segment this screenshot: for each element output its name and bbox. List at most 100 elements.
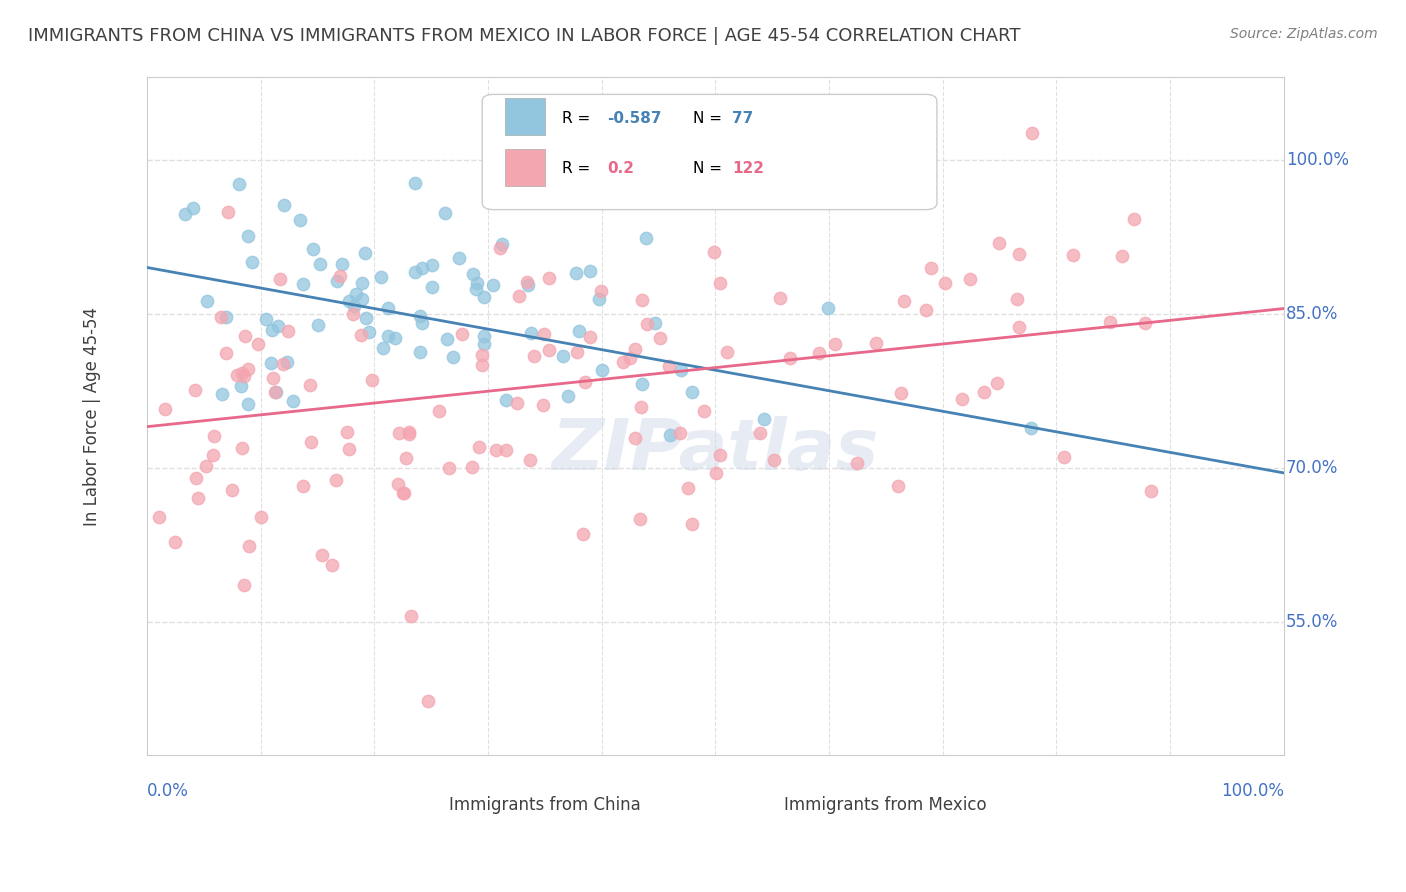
Point: [488, 242, 510, 256]
Point: [433, 206, 456, 220]
Point: [471, 358, 494, 372]
Point: [461, 267, 484, 281]
Point: [749, 426, 772, 441]
Point: [681, 516, 703, 531]
Point: [260, 322, 283, 336]
Point: [451, 327, 474, 342]
Text: 0.0%: 0.0%: [146, 782, 188, 800]
Point: [934, 276, 956, 290]
Point: [392, 486, 415, 500]
FancyBboxPatch shape: [505, 149, 544, 186]
Point: [187, 491, 209, 505]
Point: [709, 276, 731, 290]
Point: [195, 294, 218, 309]
Point: [238, 229, 260, 244]
Point: [163, 534, 186, 549]
Text: Immigrants from Mexico: Immigrants from Mexico: [785, 796, 987, 814]
Point: [262, 371, 284, 385]
Point: [337, 293, 360, 308]
Point: [1053, 450, 1076, 465]
Point: [520, 326, 543, 340]
Point: [344, 286, 367, 301]
Text: Immigrants from China: Immigrants from China: [449, 796, 641, 814]
Point: [636, 317, 658, 331]
Point: [1008, 320, 1031, 334]
Point: [508, 289, 530, 303]
Point: [568, 324, 591, 338]
Point: [631, 293, 654, 308]
Point: [233, 329, 256, 343]
Point: [658, 359, 681, 373]
Text: 0.2: 0.2: [607, 161, 634, 177]
Text: 85.0%: 85.0%: [1286, 305, 1339, 323]
Point: [384, 330, 406, 344]
Point: [418, 694, 440, 708]
Point: [628, 511, 651, 525]
Point: [950, 392, 973, 406]
Point: [398, 427, 420, 442]
Point: [291, 277, 314, 291]
Point: [449, 252, 471, 266]
Point: [579, 330, 602, 344]
Point: [269, 272, 291, 286]
Point: [1139, 484, 1161, 499]
Point: [277, 324, 299, 338]
Point: [291, 479, 314, 493]
Point: [238, 397, 260, 411]
Point: [311, 549, 333, 563]
Point: [589, 285, 612, 299]
Point: [519, 453, 541, 467]
Point: [1021, 126, 1043, 140]
Point: [703, 245, 725, 260]
Point: [681, 385, 703, 400]
Point: [591, 363, 613, 377]
Point: [704, 466, 727, 480]
Point: [343, 299, 366, 313]
Point: [887, 478, 910, 492]
Point: [1099, 315, 1122, 329]
Point: [321, 558, 343, 573]
Point: [370, 270, 392, 285]
Point: [1122, 211, 1144, 226]
Text: IMMIGRANTS FROM CHINA VS IMMIGRANTS FROM MEXICO IN LABOR FORCE | AGE 45-54 CORRE: IMMIGRANTS FROM CHINA VS IMMIGRANTS FROM…: [28, 27, 1021, 45]
Point: [404, 176, 426, 190]
Point: [349, 328, 371, 343]
Point: [246, 336, 269, 351]
Point: [373, 341, 395, 355]
Point: [173, 207, 195, 221]
Point: [404, 265, 426, 279]
Point: [409, 309, 432, 323]
Point: [658, 428, 681, 442]
Point: [271, 357, 294, 371]
Point: [183, 201, 205, 215]
Text: 100.0%: 100.0%: [1286, 151, 1348, 169]
Point: [495, 392, 517, 407]
Point: [388, 426, 411, 441]
Point: [337, 442, 360, 456]
Point: [411, 316, 433, 330]
Point: [538, 343, 561, 357]
Point: [398, 425, 420, 439]
Point: [817, 301, 839, 316]
Point: [361, 373, 384, 387]
Point: [254, 311, 277, 326]
Point: [572, 527, 595, 541]
Point: [231, 366, 253, 380]
Point: [422, 280, 444, 294]
Point: [845, 456, 868, 470]
Point: [491, 236, 513, 251]
Text: N =: N =: [693, 111, 727, 126]
Text: 77: 77: [733, 111, 754, 126]
Point: [441, 351, 464, 365]
Point: [350, 292, 373, 306]
Text: 55.0%: 55.0%: [1286, 613, 1339, 631]
Point: [779, 351, 801, 365]
Point: [249, 510, 271, 524]
Point: [377, 301, 399, 315]
Point: [350, 277, 373, 291]
Point: [202, 429, 225, 443]
Text: N =: N =: [693, 161, 727, 177]
Point: [505, 395, 527, 409]
Point: [865, 336, 887, 351]
Point: [567, 345, 589, 359]
